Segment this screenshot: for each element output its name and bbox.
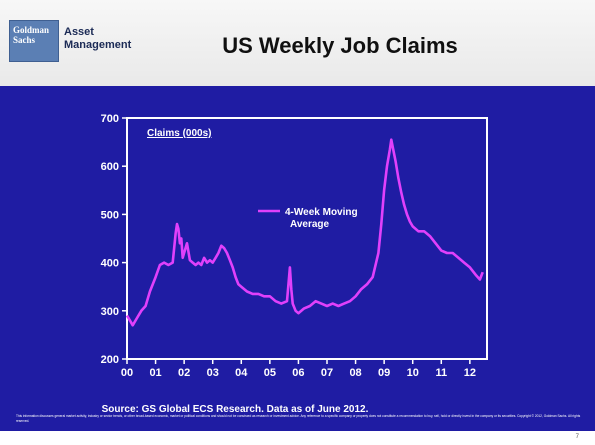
goldman-sachs-logo: Goldman Sachs [9,20,59,62]
slide-body: 200 300 400 500 600 700 00 01 02 03 04 05 06 07 08 09 10… [0,86,595,431]
x-tick-label: 02 [178,367,190,379]
y-tick-label: 500 [101,209,119,221]
legend-label-line-2: Average [290,219,330,230]
x-tick-label: 07 [321,367,333,379]
brand-name: Asset Management [64,26,131,52]
x-tick-label: 09 [378,367,390,379]
logo-line-2: Sachs [13,35,36,45]
x-tick-label: 05 [264,367,276,379]
logo-line-1: Goldman [13,25,50,35]
y-tick-label: 200 [101,354,119,366]
y-tick-label: 400 [101,258,119,270]
y-tick-label: 700 [101,113,119,125]
job-claims-chart: 200 300 400 500 600 700 00 01 02 03 04 05 06 07 08 09 10… [101,113,488,379]
disclaimer-text: This information discusses general marke… [16,414,581,423]
plot-frame [126,117,488,360]
x-tick-label: 10 [407,367,419,379]
y-tick-label: 300 [101,306,119,318]
x-tick-label: 08 [349,367,361,379]
brand-line-2: Management [64,39,132,51]
legend-label-line-1: 4-Week Moving [285,207,358,218]
x-tick-label: 04 [235,367,248,379]
page-number: 7 [575,434,579,440]
source-note: Source: GS Global ECS Research. Data as … [101,404,369,415]
page-title: US Weekly Job Claims [222,33,458,58]
x-tick-label: 03 [207,367,219,379]
brand-line-1: Asset [64,26,94,38]
x-tick-label: 01 [149,367,161,379]
series-line [125,138,484,327]
logo-text: Goldman Sachs [13,25,55,45]
x-tick-label: 11 [435,367,447,379]
chart-inset-label: Claims (000s) [147,128,211,139]
x-tick-label: 00 [121,367,133,379]
slide-header: Goldman Sachs Asset Management US Weekly… [0,0,595,86]
x-tick-label: 12 [464,367,476,379]
y-tick-label: 600 [101,161,119,173]
footer-bar [0,431,595,445]
x-tick-label: 06 [292,367,304,379]
